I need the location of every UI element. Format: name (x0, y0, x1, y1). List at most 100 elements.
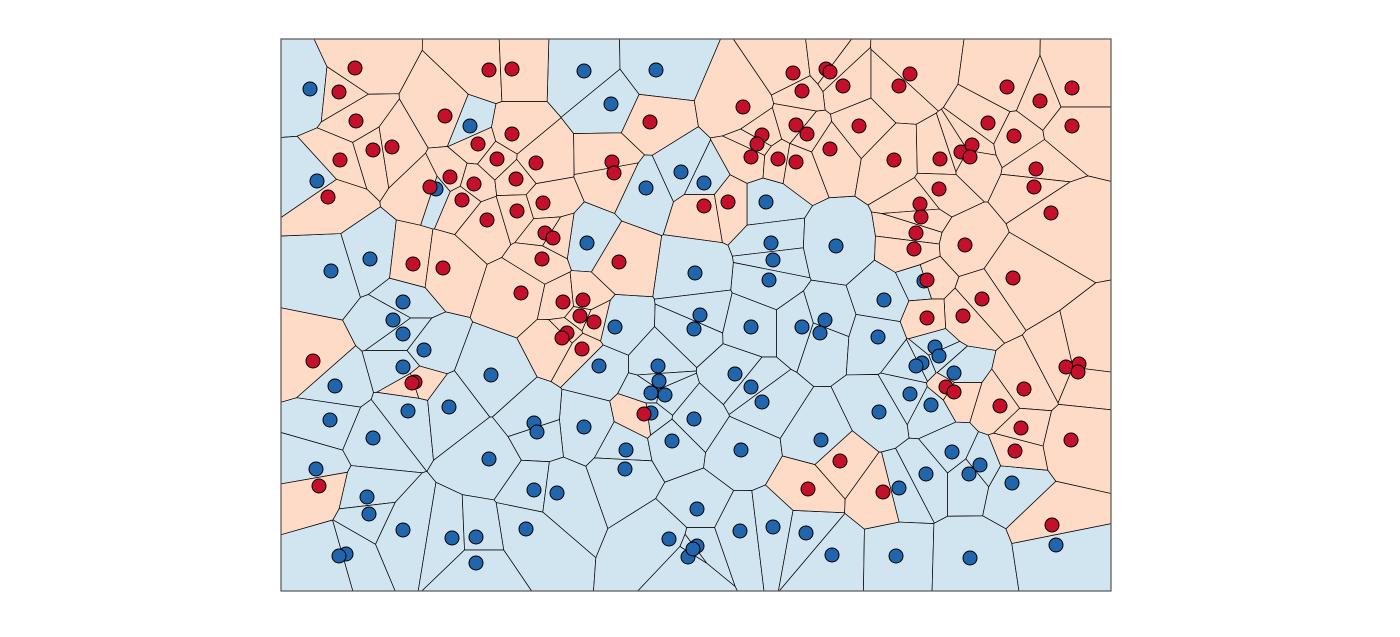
point (365, 430, 381, 446)
point (395, 522, 411, 538)
point (554, 330, 570, 346)
point (651, 373, 667, 389)
point (685, 541, 701, 557)
point (1048, 537, 1064, 553)
point (650, 358, 666, 374)
point (504, 61, 520, 77)
point (489, 151, 505, 167)
point (799, 126, 815, 142)
point (770, 151, 786, 167)
point (743, 379, 759, 395)
point (931, 348, 947, 364)
point (1063, 432, 1079, 448)
point (657, 387, 673, 403)
point (643, 385, 659, 401)
point (673, 164, 689, 180)
point (891, 480, 907, 496)
point (384, 139, 400, 155)
point (962, 550, 978, 566)
point (308, 461, 324, 477)
point (962, 149, 978, 165)
point (327, 378, 343, 394)
plot-frame (280, 38, 1112, 592)
point (946, 365, 962, 381)
point (788, 117, 804, 133)
point (824, 547, 840, 563)
point (572, 308, 588, 324)
point (908, 225, 924, 241)
point (504, 126, 520, 142)
point (606, 165, 622, 181)
point (1026, 179, 1042, 195)
point (347, 60, 363, 76)
point (309, 173, 325, 189)
point (794, 319, 810, 335)
point (955, 308, 971, 324)
point (575, 292, 591, 308)
point (332, 152, 348, 168)
point (395, 359, 411, 375)
point (483, 367, 499, 383)
point (395, 294, 411, 310)
point (758, 194, 774, 210)
voronoi-cell (389, 219, 434, 288)
point (961, 466, 977, 482)
point (692, 307, 708, 323)
point (441, 399, 457, 415)
point (1028, 161, 1044, 177)
point (661, 531, 677, 547)
voronoi-cell (844, 451, 900, 530)
point (992, 398, 1008, 414)
point (727, 366, 743, 382)
point (648, 62, 664, 78)
point (923, 397, 939, 413)
point (586, 314, 602, 330)
point (636, 406, 652, 422)
point (817, 312, 833, 328)
point (331, 84, 347, 100)
point (603, 96, 619, 112)
point (891, 78, 907, 94)
point (545, 230, 561, 246)
point (574, 341, 590, 357)
point (302, 81, 318, 97)
point (1070, 364, 1086, 380)
point (470, 136, 486, 152)
point (974, 291, 990, 307)
point (788, 154, 804, 170)
point (1013, 420, 1029, 436)
point (462, 118, 478, 134)
point (875, 484, 891, 500)
point (761, 272, 777, 288)
point (549, 485, 565, 501)
point (311, 478, 327, 494)
point (871, 404, 887, 420)
point (509, 203, 525, 219)
point (444, 530, 460, 546)
point (508, 171, 524, 187)
point (535, 195, 551, 211)
point (743, 149, 759, 165)
point (944, 444, 960, 460)
point (1004, 475, 1020, 491)
point (686, 411, 702, 427)
point (555, 294, 571, 310)
point (743, 319, 759, 335)
point (689, 501, 705, 517)
point (686, 321, 702, 337)
point (906, 241, 922, 257)
point (902, 66, 918, 82)
point (980, 115, 996, 131)
point (1032, 93, 1048, 109)
point (481, 62, 497, 78)
point (1043, 205, 1059, 221)
point (1016, 381, 1032, 397)
point (749, 136, 765, 152)
point (696, 175, 712, 191)
point (638, 180, 654, 196)
point (886, 152, 902, 168)
points (302, 60, 1087, 571)
point (822, 141, 838, 157)
point (733, 442, 749, 458)
